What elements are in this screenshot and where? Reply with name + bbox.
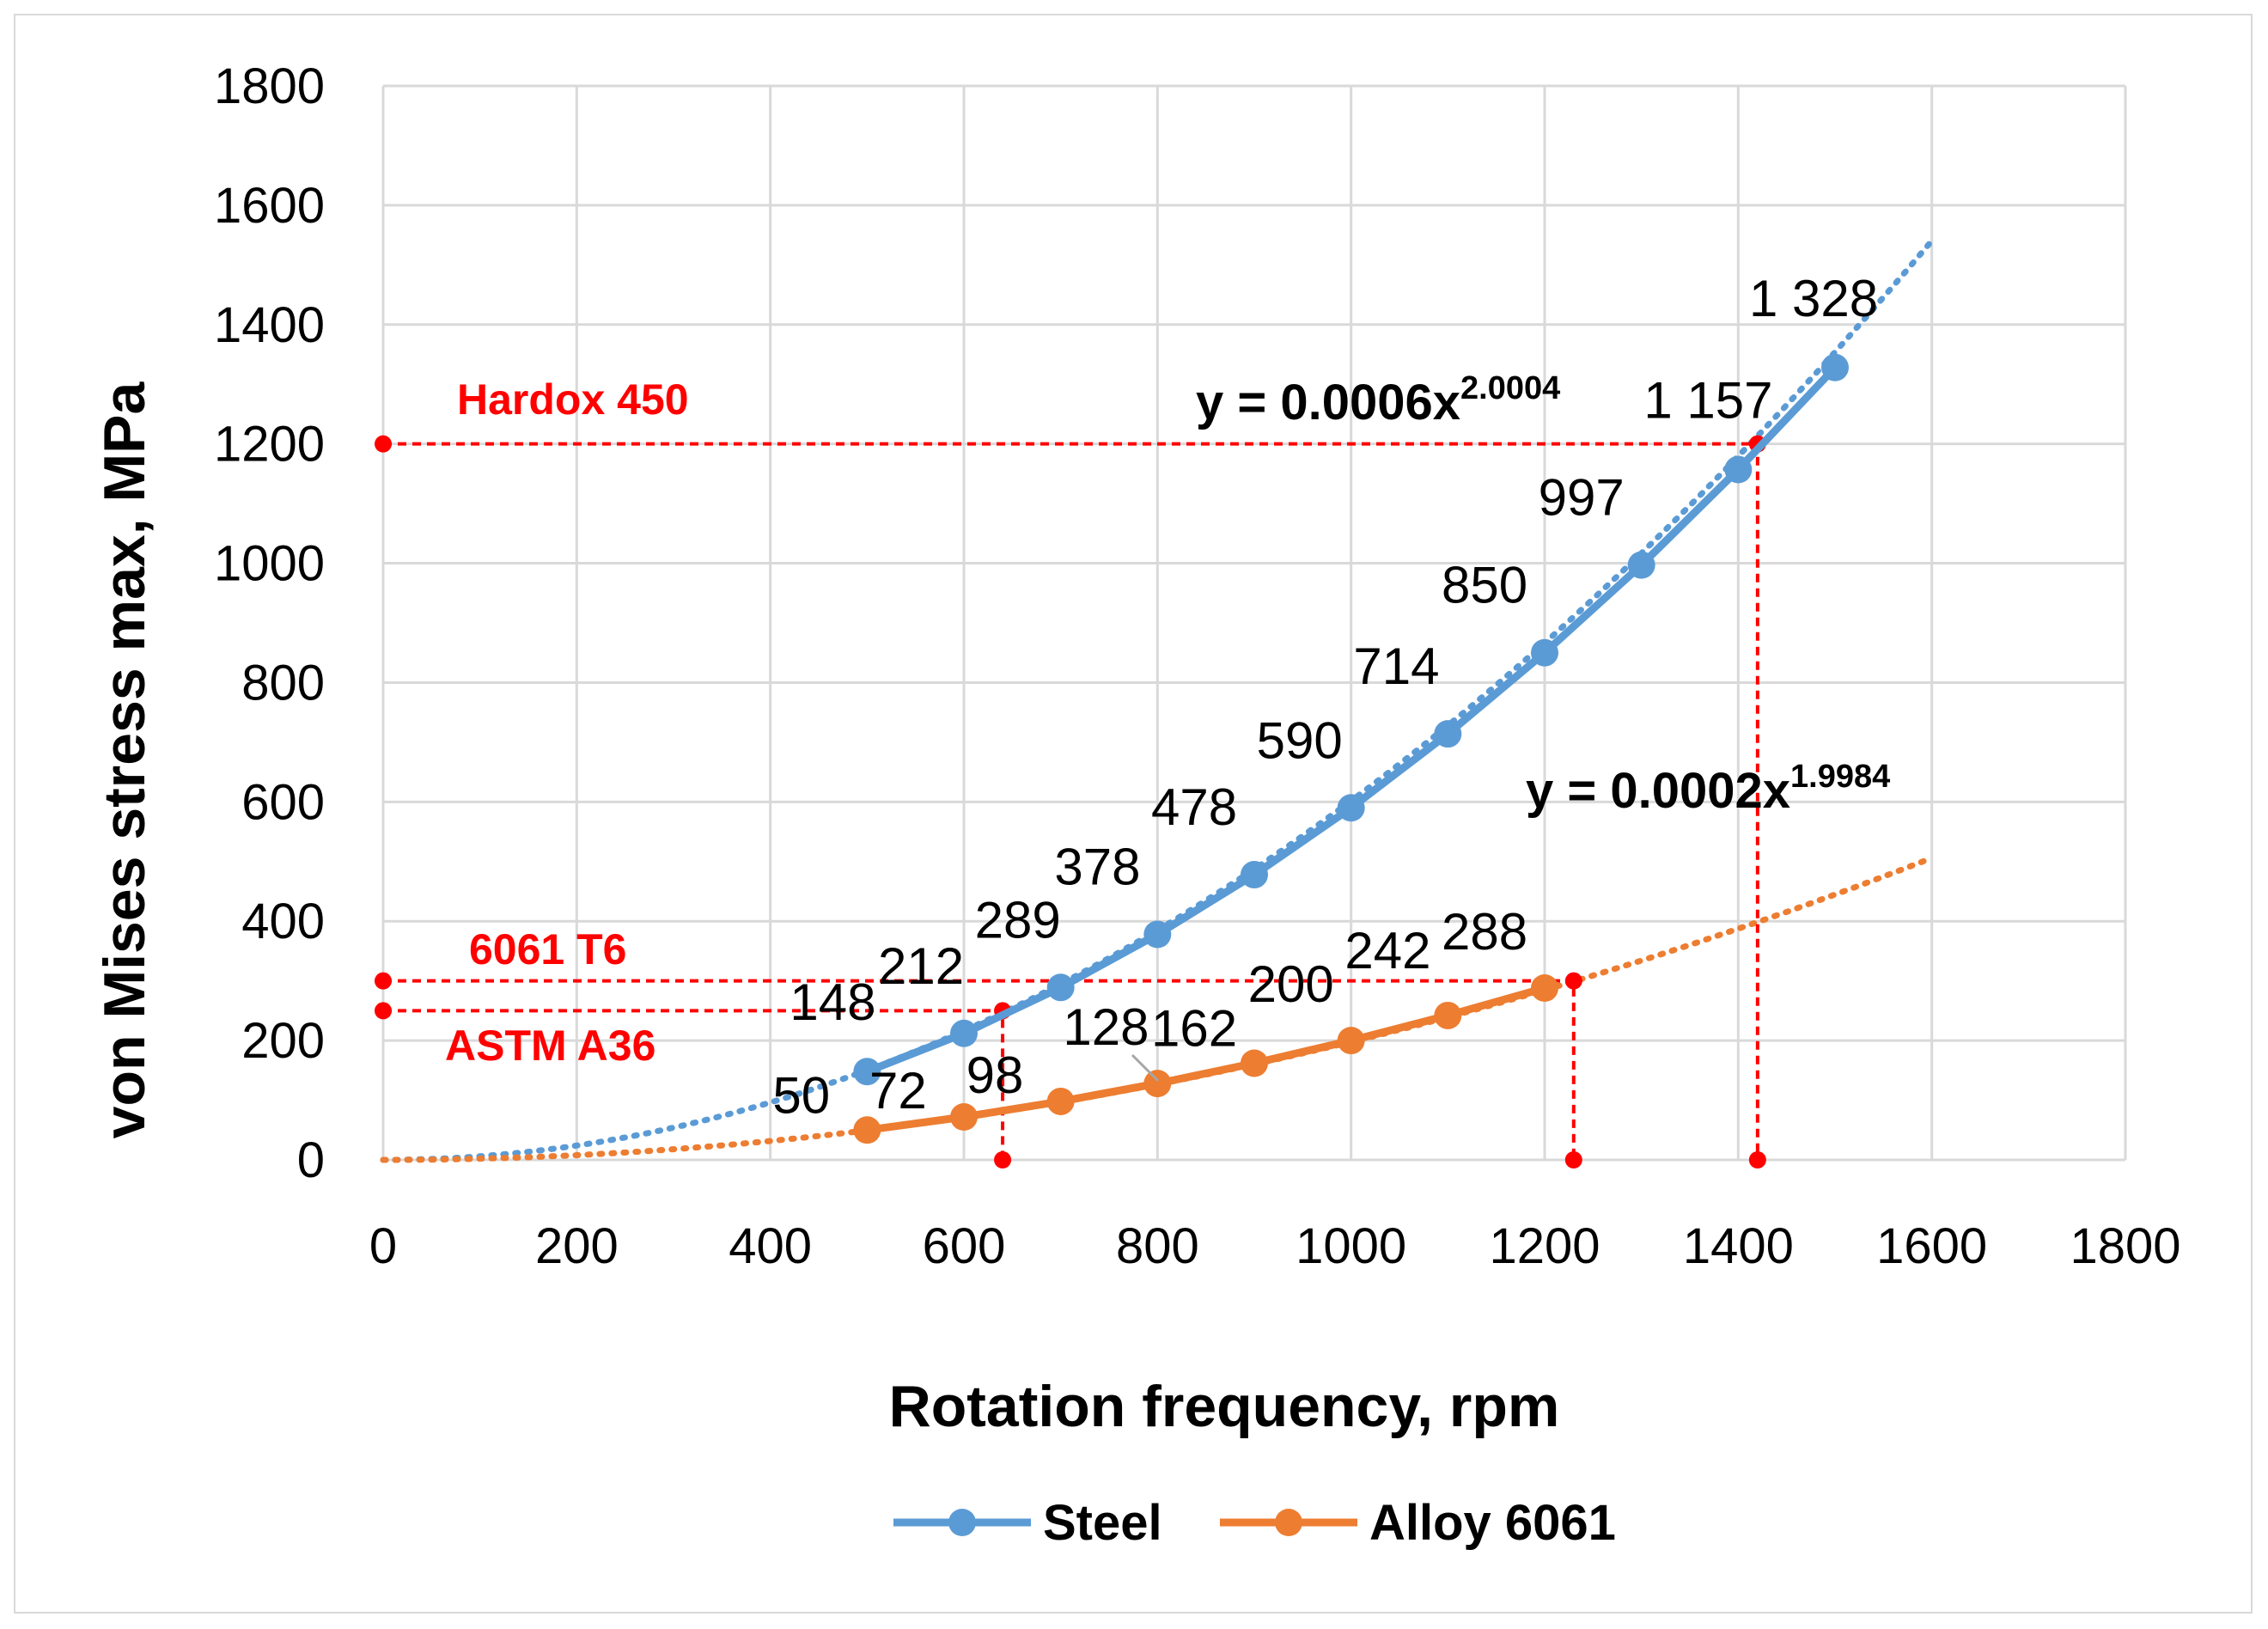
data-label-steel: 590	[1257, 711, 1343, 769]
y-tick-label: 1000	[214, 536, 325, 592]
x-tick-label: 800	[1116, 1218, 1199, 1274]
data-point-alloy-6061	[853, 1116, 881, 1144]
data-point-steel	[1821, 353, 1849, 381]
data-label-steel: 714	[1353, 638, 1439, 695]
x-tick-label: 1400	[1683, 1218, 1794, 1274]
data-label-alloy-6061: 242	[1344, 922, 1430, 979]
data-point-alloy-6061	[1046, 1087, 1075, 1115]
data-label-alloy-6061: 128	[1063, 998, 1149, 1056]
ref-point-6061-t6	[375, 972, 392, 990]
y-tick-label: 800	[241, 655, 325, 711]
legend-marker-alloy-6061	[1275, 1509, 1302, 1536]
data-point-alloy-6061	[1531, 974, 1558, 1002]
x-tick-label: 1000	[1296, 1218, 1406, 1274]
y-tick-label: 0	[297, 1132, 325, 1188]
data-point-steel	[1241, 861, 1268, 889]
trendline-equation-steel: y = 0.0006x2.0004	[1196, 370, 1560, 430]
data-point-steel	[1046, 973, 1075, 1002]
legend: Steel Alloy 6061	[893, 1495, 1616, 1551]
legend-marker-steel	[948, 1509, 976, 1536]
data-point-steel	[950, 1019, 978, 1047]
y-tick-label: 200	[241, 1013, 325, 1069]
data-label-alloy-6061: 288	[1442, 903, 1527, 961]
data-label-alloy-6061: 162	[1151, 1000, 1237, 1058]
data-point-steel	[1143, 920, 1172, 949]
data-label-steel: 850	[1442, 557, 1527, 614]
data-label-steel: 997	[1539, 469, 1625, 527]
data-label-steel: 378	[1054, 839, 1140, 896]
data-label-steel: 212	[878, 937, 964, 995]
data-point-alloy-6061	[1143, 1070, 1172, 1098]
y-tick-label: 400	[241, 894, 325, 949]
data-point-steel	[1627, 551, 1655, 579]
data-point-alloy-6061	[1337, 1027, 1365, 1055]
y-tick-label: 1400	[214, 297, 325, 353]
ref-point-astm-a36	[994, 1151, 1012, 1168]
x-tick-label: 0	[369, 1218, 397, 1274]
ref-point-hardox-450	[375, 435, 392, 453]
chart-frame	[14, 14, 2253, 1614]
ref-point-6061-t6	[1564, 1151, 1582, 1168]
data-label-steel: 1 328	[1749, 270, 1878, 327]
data-label-alloy-6061: 50	[772, 1066, 830, 1124]
data-point-steel	[853, 1058, 881, 1086]
trendline-equation-alloy-6061: y = 0.0002x1.9984	[1526, 759, 1890, 819]
x-tick-label: 400	[729, 1218, 812, 1274]
material-label-hardox-450: Hardox 450	[457, 375, 689, 424]
data-point-steel	[1337, 794, 1365, 822]
data-label-steel: 148	[790, 973, 875, 1031]
data-label-alloy-6061: 200	[1248, 955, 1334, 1013]
ref-point-astm-a36	[375, 1002, 392, 1020]
legend-label-alloy-6061: Alloy 6061	[1369, 1495, 1616, 1551]
annotations: Hardox 450 6061 T6 ASTM A36 y = 0.0006x2.00…	[445, 370, 1890, 1070]
x-tick-label: 600	[923, 1218, 1006, 1274]
x-axis-title: Rotation frequency, rpm	[889, 1374, 1560, 1439]
x-tick-label: 1800	[2070, 1218, 2180, 1274]
material-label-6061-t6: 6061 T6	[469, 925, 626, 973]
data-series	[853, 353, 1849, 1144]
label-leader-line	[1131, 1053, 1160, 1083]
data-point-steel	[1531, 638, 1558, 667]
y-tick-label: 600	[241, 774, 325, 830]
x-tick-label: 200	[535, 1218, 619, 1274]
data-point-alloy-6061	[1241, 1049, 1268, 1077]
data-point-alloy-6061	[1434, 1001, 1462, 1029]
data-point-steel	[1434, 720, 1462, 748]
series-line-alloy-6061	[866, 984, 1546, 1134]
data-label-steel: 1 157	[1643, 372, 1772, 430]
x-tick-label: 1600	[1876, 1218, 1987, 1274]
y-tick-label: 1600	[214, 178, 325, 234]
legend-label-steel: Steel	[1043, 1495, 1162, 1551]
x-tick-label: 1200	[1489, 1218, 1600, 1274]
y-tick-label: 1800	[214, 58, 325, 114]
data-label-steel: 289	[975, 891, 1061, 949]
data-point-alloy-6061	[950, 1103, 978, 1131]
material-label-astm-a36: ASTM A36	[445, 1022, 655, 1070]
data-label-steel: 478	[1151, 778, 1237, 836]
data-label-alloy-6061: 72	[869, 1062, 927, 1120]
axis-ticks: 0 200 400 600 800 1000 1200 1400 1600 1800 0 200 400…	[214, 58, 2181, 1274]
data-point-steel	[1724, 455, 1753, 484]
data-label-alloy-6061: 98	[966, 1046, 1024, 1104]
ref-point-hardox-450	[1748, 1151, 1766, 1168]
ref-point-6061-t6	[1564, 972, 1582, 990]
y-axis-title: von Mises stress max, MPa	[92, 381, 157, 1139]
y-tick-label: 1200	[214, 417, 325, 473]
